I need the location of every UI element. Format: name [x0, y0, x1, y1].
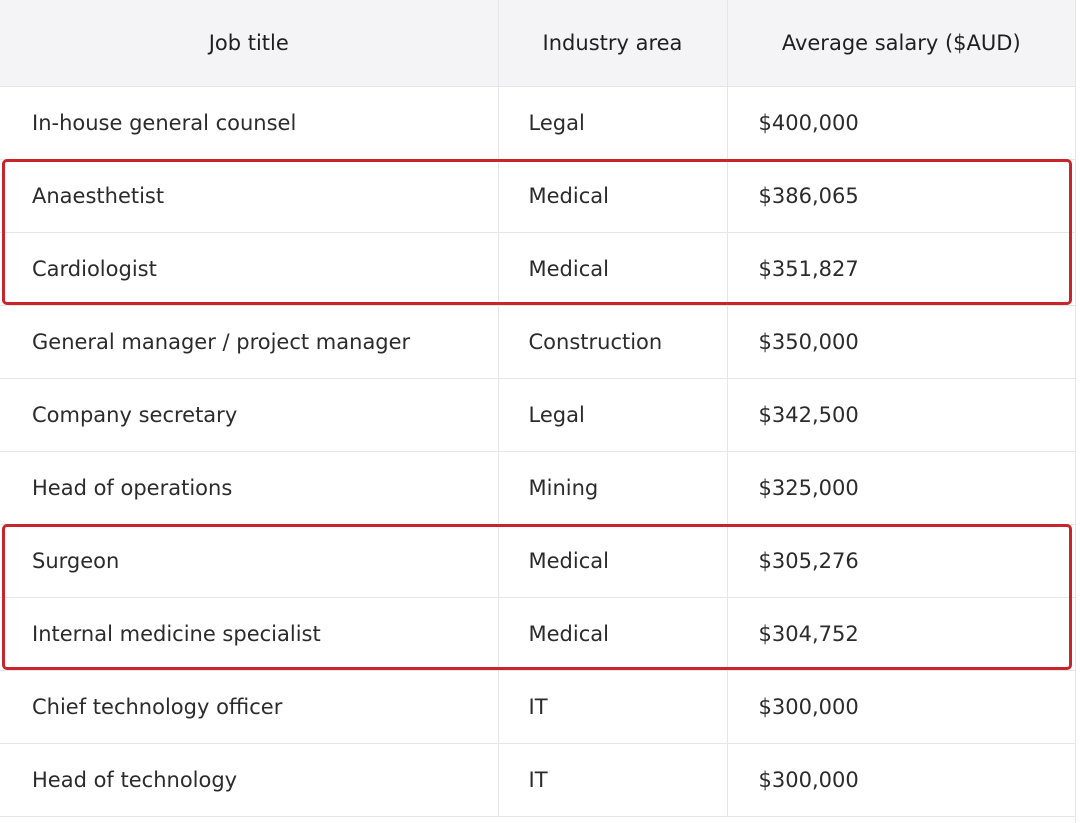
salary-cell: $342,500: [727, 378, 1075, 452]
salary-cell: $350,000: [727, 305, 1075, 379]
industry-cell: IT: [498, 670, 728, 744]
table-row: General manager / project manager Constr…: [0, 305, 1075, 379]
salary-cell: $300,000: [727, 743, 1075, 817]
salary-cell: $300,000: [727, 670, 1075, 744]
industry-cell: Legal: [498, 378, 728, 452]
table-header: Job title Industry area Average salary (…: [0, 0, 1075, 87]
table-row: Chief technology officer IT $300,000: [0, 670, 1075, 744]
industry-cell: Medical: [498, 159, 728, 233]
job-title-cell: Chief technology officer: [0, 670, 499, 744]
job-title-cell: Internal medicine specialist: [0, 597, 499, 671]
salary-cell: $351,827: [727, 232, 1075, 306]
industry-cell: Legal: [498, 86, 728, 160]
table-row: In-house general counsel Legal $400,000: [0, 86, 1075, 160]
job-title-cell: Anaesthetist: [0, 159, 499, 233]
industry-cell: IT: [498, 743, 728, 817]
table-row: Surgeon Medical $305,276: [0, 524, 1075, 598]
industry-cell: Construction: [498, 305, 728, 379]
column-header-industry-area: Industry area: [498, 0, 728, 87]
table-row: Company secretary Legal $342,500: [0, 378, 1075, 452]
table-row: Internal medicine specialist Medical $30…: [0, 597, 1075, 671]
salary-cell: $325,000: [727, 451, 1075, 525]
table-row: Head of operations Mining $325,000: [0, 451, 1075, 525]
job-title-cell: Head of technology: [0, 743, 499, 817]
industry-cell: Mining: [498, 451, 728, 525]
column-header-job-title: Job title: [0, 0, 499, 87]
header-row: Job title Industry area Average salary (…: [0, 0, 1075, 87]
job-title-cell: Head of operations: [0, 451, 499, 525]
industry-cell: Medical: [498, 597, 728, 671]
job-title-cell: Cardiologist: [0, 232, 499, 306]
table-body: In-house general counsel Legal $400,000 …: [0, 86, 1075, 817]
industry-cell: Medical: [498, 524, 728, 598]
salary-cell: $304,752: [727, 597, 1075, 671]
job-title-cell: Company secretary: [0, 378, 499, 452]
job-title-cell: General manager / project manager: [0, 305, 499, 379]
salary-cell: $400,000: [727, 86, 1075, 160]
salary-cell: $386,065: [727, 159, 1075, 233]
table-row: Cardiologist Medical $351,827: [0, 232, 1075, 306]
salary-cell: $305,276: [727, 524, 1075, 598]
job-title-cell: Surgeon: [0, 524, 499, 598]
job-title-cell: In-house general counsel: [0, 86, 499, 160]
industry-cell: Medical: [498, 232, 728, 306]
column-header-average-salary: Average salary ($AUD): [727, 0, 1075, 87]
table-row: Anaesthetist Medical $386,065: [0, 159, 1075, 233]
table-row: Head of technology IT $300,000: [0, 743, 1075, 817]
